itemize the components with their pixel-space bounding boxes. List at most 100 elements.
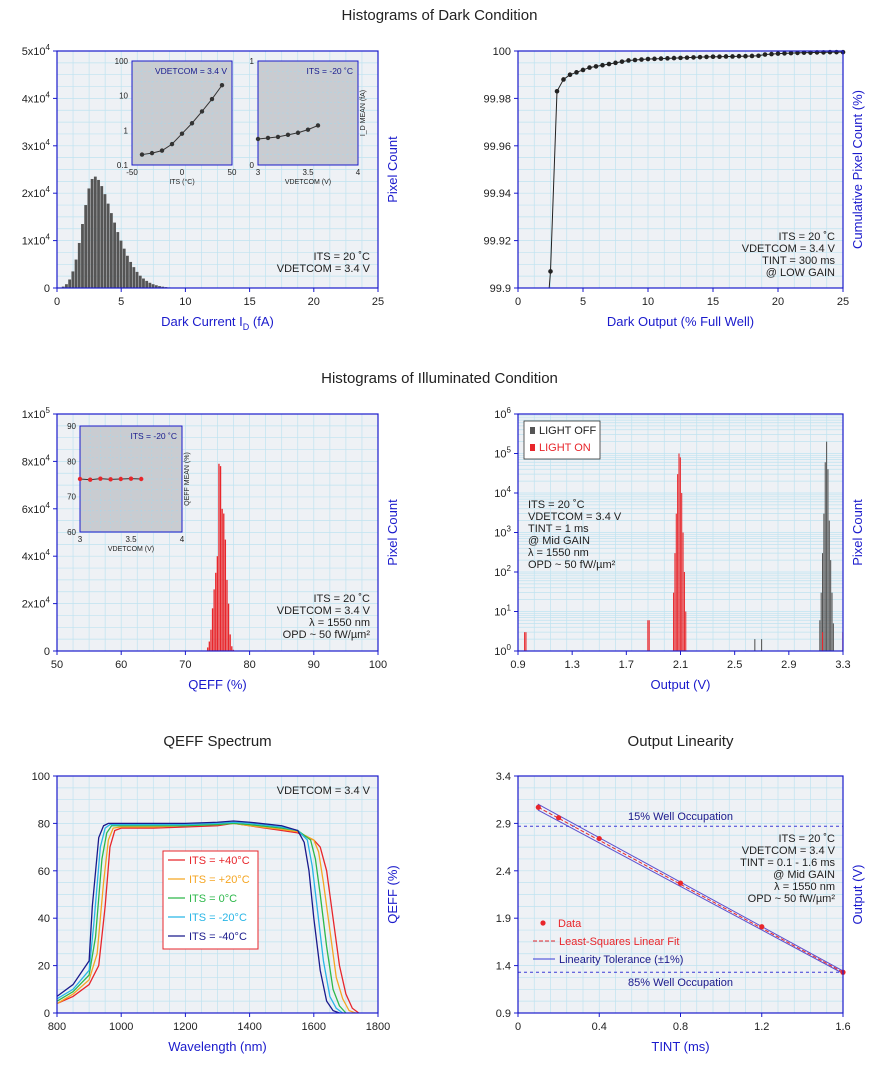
output-hist-x-tick-label: 3.3	[835, 659, 850, 671]
dark-current-bar	[68, 279, 72, 288]
inset-vdetcom-group: 3 3.5 4 0 1 VDETCOM (V) I_D MEAN (fA) ITS = -20…	[250, 57, 367, 186]
dark-current-bar	[90, 178, 94, 288]
dark-section-title: Histograms of Dark Condition	[341, 7, 538, 24]
qeff-hist-bar	[211, 608, 214, 651]
qeff-hist-bar	[207, 647, 209, 651]
linearity-y-tick-label: 0.9	[496, 1008, 511, 1020]
output-hist-y-tick-label: 103	[494, 525, 511, 540]
qeff-hist-bar	[219, 466, 222, 651]
linearity-annotation: TINT = 0.1 - 1.6 ms	[740, 857, 835, 869]
output-hist-bar-light-off	[754, 639, 756, 651]
inset-qeff-vdetcom-point	[139, 476, 144, 482]
dark-current-y-tick-label: 3x104	[22, 138, 51, 153]
inset-qeff-vdetcom-xlabel: VDETCOM (V)	[108, 546, 154, 553]
inset-its-y-tick-label: 1	[124, 126, 129, 135]
output-hist-bar-light-off	[827, 469, 829, 651]
linearity-legend-label: Data	[558, 918, 582, 930]
inset-vdetcom-point	[255, 136, 261, 142]
qeff-hist-annotation: λ = 1550 nm	[309, 617, 370, 629]
dark-output-point	[723, 54, 729, 59]
dark-current-bar	[77, 242, 81, 288]
qeff-hist-bar	[216, 556, 219, 651]
output-hist-x-tick-label: 2.9	[781, 659, 796, 671]
dark-current-xlabel: Dark Current ID (fA)	[161, 314, 274, 332]
inset-qeff-vdetcom-y-tick-label: 70	[67, 493, 76, 502]
inset-its-y-tick-label: 100	[115, 57, 129, 66]
inset-qeff-vdetcom-x-tick-label: 3	[78, 535, 83, 544]
qeff-hist-x-tick-label: 100	[369, 659, 387, 671]
dark-current-y-tick-label: 5x104	[22, 43, 51, 58]
dark-current-y-tick-label: 0	[44, 283, 50, 295]
inset-vdetcom-x-tick-label: 4	[356, 168, 361, 177]
inset-qeff-vdetcom-y-tick-label: 90	[67, 422, 76, 431]
dark-output-point	[639, 57, 644, 62]
dark-output-point	[548, 269, 553, 274]
linearity-title: Output Linearity	[627, 733, 734, 750]
output-hist-bar-light-on	[674, 553, 676, 651]
output-hist-x-tick-label: 1.7	[619, 659, 634, 671]
linearity-y-tick-label: 2.4	[496, 866, 511, 878]
linearity-xlabel: TINT (ms)	[651, 1039, 709, 1054]
dark-output-point	[561, 77, 566, 82]
dark-current-bar	[142, 278, 145, 288]
qeff-spectrum-x-tick-label: 1600	[302, 1021, 326, 1033]
output-hist-bar-light-on	[675, 513, 677, 651]
output-hist-bar-light-off	[832, 623, 834, 651]
dark-output-annotation: VDETCOM = 3.4 V	[742, 243, 836, 255]
dark-output-point	[645, 56, 651, 62]
output-hist-bar-light-off	[819, 620, 821, 651]
qeff-hist-bar	[208, 641, 210, 651]
inset-its-point	[169, 141, 175, 147]
dark-current-bar	[93, 176, 97, 288]
linearity-data-point	[535, 804, 541, 810]
output-hist-annotation: ITS = 20 ˚C	[528, 499, 585, 511]
linearity-annotation: OPD ~ 50 fW/µm²	[748, 893, 836, 905]
qeff-hist-y-tick-label: 4x104	[22, 548, 51, 563]
dark-output-point	[769, 51, 774, 57]
dark-output-annotation: @ LOW GAIN	[766, 267, 835, 279]
qeff-hist-annotation: VDETCOM = 3.4 V	[277, 605, 371, 617]
qeff-hist-x-tick-label: 80	[243, 659, 255, 671]
dark-current-x-tick-label: 5	[118, 296, 124, 308]
dark-current-bar	[151, 284, 155, 288]
inset-qeff-vdetcom-ylabel: QEFF MEAN (%)	[184, 452, 191, 506]
output-hist-x-tick-label: 2.1	[673, 659, 688, 671]
dark-current-bar	[126, 255, 129, 288]
qeff-spectrum-border	[56, 775, 379, 1014]
output-hist-legend-label: LIGHT OFF	[539, 425, 597, 437]
dark-output-point	[574, 70, 579, 75]
inset-vdetcom-xlabel: VDETCOM (V)	[285, 179, 331, 186]
dark-output-point	[626, 58, 631, 63]
inset-vdetcom-point	[265, 135, 271, 141]
output-hist-xlabel: Output (V)	[651, 677, 711, 692]
output-hist-bar-light-off	[826, 441, 828, 651]
output-hist-bar-light-on	[685, 611, 687, 651]
dark-current-bar	[103, 194, 107, 288]
qeff-spectrum-y-tick-label: 80	[38, 818, 50, 830]
output-hist-annotation: VDETCOM = 3.4 V	[528, 511, 622, 523]
dark-current-x-tick-label: 25	[372, 296, 384, 308]
dark-output-border	[517, 50, 844, 289]
linearity-legend-label: Least-Squares Linear Fit	[559, 936, 679, 948]
inset-vdetcom-point	[275, 134, 281, 140]
dark-current-bar	[122, 248, 126, 288]
inset-its-point	[159, 148, 165, 153]
output-hist-bar-light-off	[761, 639, 763, 651]
qeff-spectrum-series-line	[56, 822, 347, 1014]
dark-output-point	[658, 56, 664, 61]
qeff-spectrum-legend: ITS = +40°C ITS = +20°C ITS = 0°C ITS = -20…	[162, 850, 259, 950]
dark-current-bar	[109, 213, 113, 288]
output-hist-annotation: @ Mid GAIN	[528, 535, 590, 547]
dark-output-point	[749, 53, 755, 59]
qeff-spectrum-y-tick-label: 0	[44, 1008, 50, 1020]
inset-its-x-tick-label: 0	[180, 168, 185, 177]
inset-qeff-vdetcom-point	[128, 476, 134, 481]
linearity-x-tick-label: 0.4	[592, 1021, 607, 1033]
dark-output-y-tick-label: 100	[493, 46, 511, 58]
inset-vdetcom-border	[257, 60, 359, 166]
inset-qeff-vdetcom-x-tick-label: 4	[180, 535, 185, 544]
qeff-spectrum-series-line	[56, 820, 340, 1014]
linearity-x-tick-label: 1.2	[754, 1021, 769, 1033]
output-hist-group: 0.9 1.3 1.7 2.1 2.5 2.9 3.3 100 101 102 103 104 105 1…	[494, 406, 865, 692]
qeff-hist-border	[56, 413, 379, 652]
